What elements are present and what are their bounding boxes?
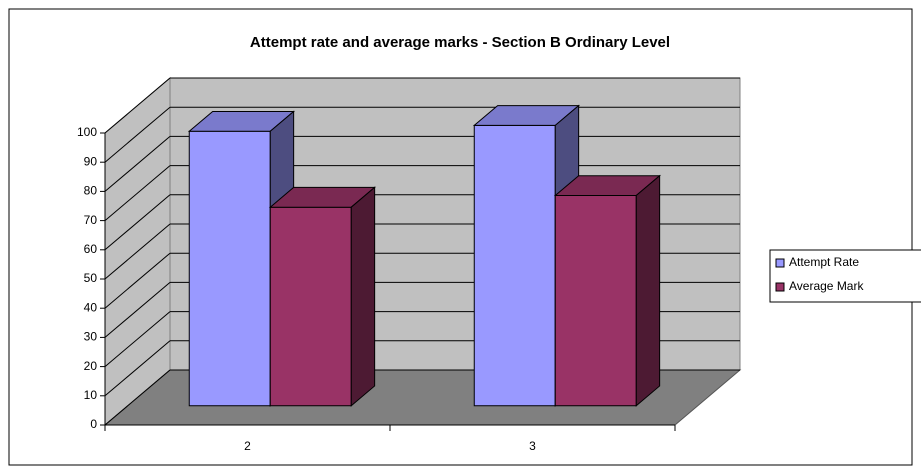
y-tick-label: 60 bbox=[84, 242, 98, 256]
y-tick-label: 20 bbox=[84, 359, 98, 373]
y-tick-label: 0 bbox=[90, 417, 97, 431]
side-grid-line bbox=[104, 311, 171, 367]
side-grid-line bbox=[104, 106, 171, 163]
bar-front bbox=[269, 206, 352, 407]
y-tick-label: 90 bbox=[84, 154, 98, 168]
x-tick-label: 3 bbox=[529, 439, 536, 453]
side-grid-line bbox=[104, 223, 171, 280]
side-grid-line bbox=[104, 77, 171, 134]
side-grid-line bbox=[104, 252, 171, 309]
bar-front bbox=[554, 195, 637, 407]
y-tick-label: 10 bbox=[84, 388, 98, 402]
bar-side bbox=[350, 186, 376, 407]
legend-box bbox=[769, 249, 921, 303]
side-grid-line bbox=[104, 340, 171, 397]
legend-swatch bbox=[775, 282, 785, 292]
legend-label: Average Mark bbox=[789, 279, 864, 293]
side-grid-line bbox=[104, 369, 171, 426]
chart-title: Attempt rate and average marks - Section… bbox=[250, 34, 670, 51]
legend-label: Attempt Rate bbox=[789, 255, 859, 269]
x-tick-label: 2 bbox=[244, 439, 251, 453]
side-grid-line bbox=[104, 194, 171, 251]
y-tick-label: 30 bbox=[84, 330, 98, 344]
y-tick-label: 80 bbox=[84, 184, 98, 198]
bar-front bbox=[188, 130, 271, 407]
side-grid-line bbox=[104, 282, 171, 338]
bar-side bbox=[635, 174, 661, 407]
side-grid-line bbox=[104, 165, 171, 221]
bar-front bbox=[473, 124, 556, 407]
y-tick-label: 40 bbox=[84, 300, 98, 314]
side-grid-line bbox=[104, 136, 171, 192]
y-tick-label: 100 bbox=[77, 125, 97, 139]
y-tick-label: 50 bbox=[84, 271, 98, 285]
legend-swatch bbox=[775, 258, 785, 268]
y-tick-label: 70 bbox=[84, 213, 98, 227]
